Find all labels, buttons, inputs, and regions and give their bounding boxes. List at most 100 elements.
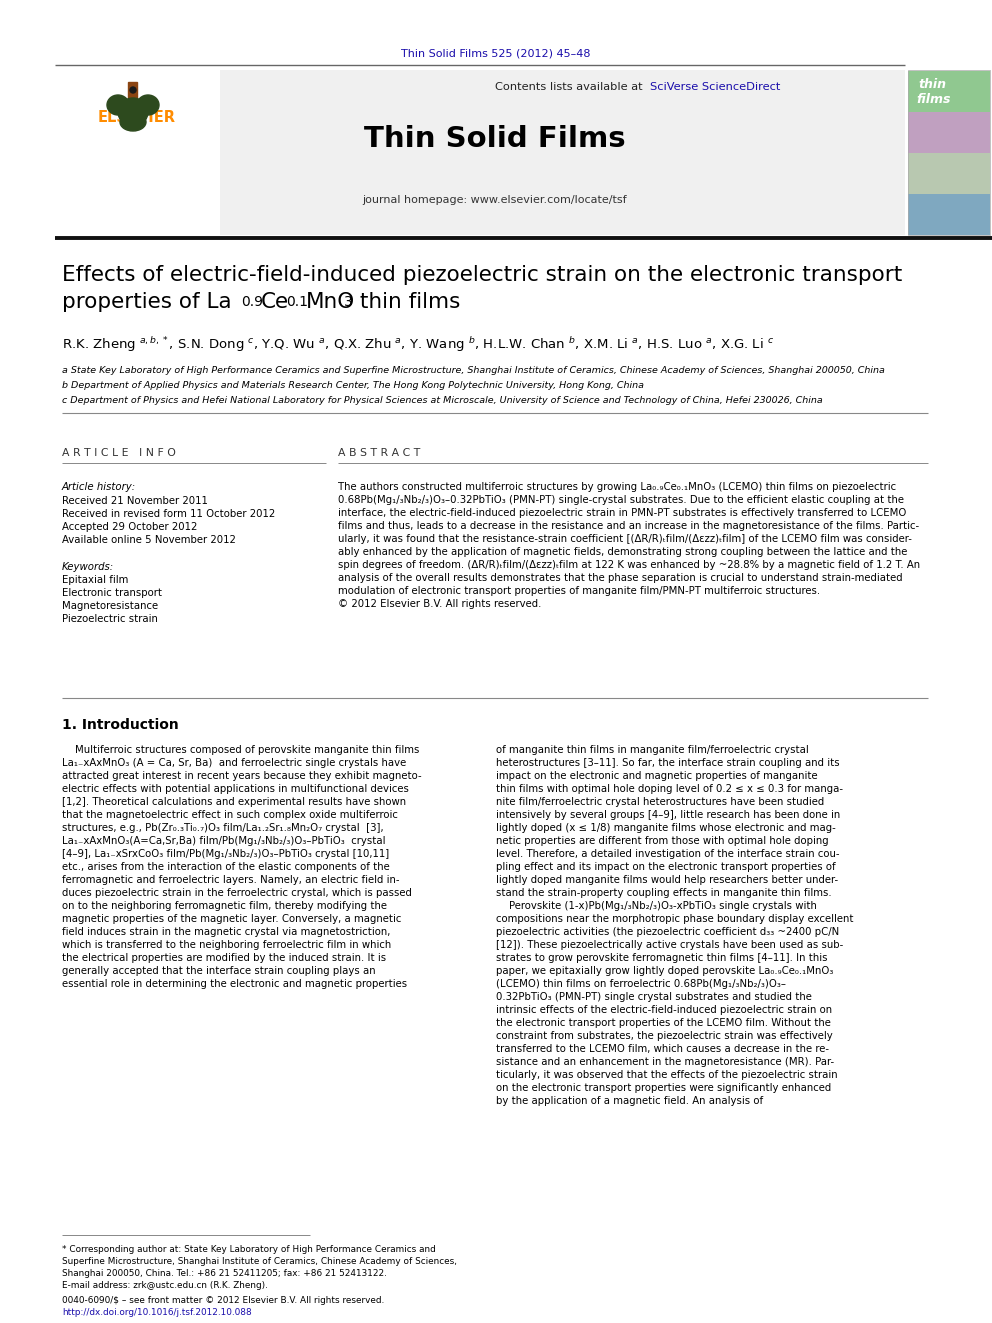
- Text: Thin Solid Films 525 (2012) 45–48: Thin Solid Films 525 (2012) 45–48: [401, 48, 591, 58]
- Text: field induces strain in the magnetic crystal via magnetostriction,: field induces strain in the magnetic cry…: [62, 927, 391, 937]
- Text: Keywords:: Keywords:: [62, 562, 114, 572]
- Text: a State Key Laboratory of High Performance Ceramics and Superfine Microstructure: a State Key Laboratory of High Performan…: [62, 366, 885, 374]
- Text: intensively by several groups [4–9], little research has been done in: intensively by several groups [4–9], lit…: [496, 810, 840, 820]
- Text: [4–9], La₁₋xSrxCoO₃ film/Pb(Mg₁/₃Nb₂/₃)O₃–PbTiO₃ crystal [10,11]: [4–9], La₁₋xSrxCoO₃ film/Pb(Mg₁/₃Nb₂/₃)O…: [62, 849, 389, 859]
- Text: nite film/ferroelectric crystal heterostructures have been studied: nite film/ferroelectric crystal heterost…: [496, 796, 824, 807]
- Text: electric effects with potential applications in multifunctional devices: electric effects with potential applicat…: [62, 785, 409, 794]
- Text: etc., arises from the interaction of the elastic components of the: etc., arises from the interaction of the…: [62, 863, 390, 872]
- Text: A B S T R A C T: A B S T R A C T: [338, 448, 421, 458]
- Text: pling effect and its impact on the electronic transport properties of: pling effect and its impact on the elect…: [496, 863, 835, 872]
- Text: Thin Solid Films: Thin Solid Films: [364, 124, 626, 153]
- Text: properties of La: properties of La: [62, 292, 231, 312]
- Text: 1. Introduction: 1. Introduction: [62, 718, 179, 732]
- FancyBboxPatch shape: [55, 70, 905, 235]
- Ellipse shape: [130, 87, 136, 93]
- Text: the electronic transport properties of the LCEMO film. Without the: the electronic transport properties of t…: [496, 1017, 831, 1028]
- Text: ably enhanced by the application of magnetic fields, demonstrating strong coupli: ably enhanced by the application of magn…: [338, 546, 908, 557]
- Text: 0.32PbTiO₃ (PMN-PT) single crystal substrates and studied the: 0.32PbTiO₃ (PMN-PT) single crystal subst…: [496, 992, 811, 1002]
- Text: MnO: MnO: [306, 292, 355, 312]
- Text: Perovskite (1-x)Pb(Mg₁/₃Nb₂/₃)O₃-xPbTiO₃ single crystals with: Perovskite (1-x)Pb(Mg₁/₃Nb₂/₃)O₃-xPbTiO₃…: [496, 901, 816, 912]
- Text: Effects of electric-field-induced piezoelectric strain on the electronic transpo: Effects of electric-field-induced piezoe…: [62, 265, 903, 284]
- FancyBboxPatch shape: [55, 70, 220, 235]
- Text: thin films: thin films: [353, 292, 460, 312]
- Text: Received 21 November 2011: Received 21 November 2011: [62, 496, 208, 505]
- Text: of manganite thin films in manganite film/ferroelectric crystal: of manganite thin films in manganite fil…: [496, 745, 808, 755]
- Text: essential role in determining the electronic and magnetic properties: essential role in determining the electr…: [62, 979, 407, 990]
- Text: b Department of Applied Physics and Materials Research Center, The Hong Kong Pol: b Department of Applied Physics and Mate…: [62, 381, 644, 390]
- Text: Epitaxial film: Epitaxial film: [62, 576, 128, 585]
- Text: Magnetoresistance: Magnetoresistance: [62, 601, 158, 611]
- FancyBboxPatch shape: [908, 112, 990, 153]
- Ellipse shape: [118, 98, 148, 126]
- FancyBboxPatch shape: [908, 194, 990, 235]
- Text: SciVerse ScienceDirect: SciVerse ScienceDirect: [650, 82, 781, 93]
- Text: heterostructures [3–11]. So far, the interface strain coupling and its: heterostructures [3–11]. So far, the int…: [496, 758, 839, 767]
- Text: magnetic properties of the magnetic layer. Conversely, a magnetic: magnetic properties of the magnetic laye…: [62, 914, 402, 923]
- Ellipse shape: [120, 112, 146, 131]
- Text: sistance and an enhancement in the magnetoresistance (MR). Par-: sistance and an enhancement in the magne…: [496, 1057, 834, 1068]
- Text: A R T I C L E   I N F O: A R T I C L E I N F O: [62, 448, 176, 458]
- Text: impact on the electronic and magnetic properties of manganite: impact on the electronic and magnetic pr…: [496, 771, 817, 781]
- Text: level. Therefore, a detailed investigation of the interface strain cou-: level. Therefore, a detailed investigati…: [496, 849, 839, 859]
- Text: structures, e.g., Pb(Zr₀.₃Ti₀.₇)O₃ film/La₁.₂Sr₁.₈Mn₂O₇ crystal  [3],: structures, e.g., Pb(Zr₀.₃Ti₀.₇)O₃ film/…: [62, 823, 384, 833]
- Text: generally accepted that the interface strain coupling plays an: generally accepted that the interface st…: [62, 966, 376, 976]
- Text: [1,2]. Theoretical calculations and experimental results have shown: [1,2]. Theoretical calculations and expe…: [62, 796, 406, 807]
- Ellipse shape: [107, 95, 129, 115]
- Text: [12]). These piezoelectrically active crystals have been used as sub-: [12]). These piezoelectrically active cr…: [496, 941, 843, 950]
- Text: ferromagnetic and ferroelectric layers. Namely, an electric field in-: ferromagnetic and ferroelectric layers. …: [62, 875, 400, 885]
- Text: La₁₋xAxMnO₃ (A = Ca, Sr, Ba)  and ferroelectric single crystals have: La₁₋xAxMnO₃ (A = Ca, Sr, Ba) and ferroel…: [62, 758, 407, 767]
- Text: ularly, it was found that the resistance-strain coefficient [(ΔR/R)ₜfilm/(Δεzz)ₜ: ularly, it was found that the resistance…: [338, 534, 912, 544]
- Text: stand the strain-property coupling effects in manganite thin films.: stand the strain-property coupling effec…: [496, 888, 831, 898]
- Text: modulation of electronic transport properties of manganite film/PMN-PT multiferr: modulation of electronic transport prope…: [338, 586, 820, 595]
- Text: (LCEMO) thin films on ferroelectric 0.68Pb(Mg₁/₃Nb₂/₃)O₃–: (LCEMO) thin films on ferroelectric 0.68…: [496, 979, 786, 990]
- Text: by the application of a magnetic field. An analysis of: by the application of a magnetic field. …: [496, 1095, 763, 1106]
- Text: Contents lists available at: Contents lists available at: [495, 82, 646, 93]
- Text: constraint from substrates, the piezoelectric strain was effectively: constraint from substrates, the piezoele…: [496, 1031, 832, 1041]
- Text: Piezoelectric strain: Piezoelectric strain: [62, 614, 158, 624]
- Text: 0.68Pb(Mg₁/₃Nb₂/₃)O₃–0.32PbTiO₃ (PMN-PT) single-crystal substrates. Due to the e: 0.68Pb(Mg₁/₃Nb₂/₃)O₃–0.32PbTiO₃ (PMN-PT)…: [338, 495, 904, 505]
- Text: strates to grow perovskite ferromagnetic thin films [4–11]. In this: strates to grow perovskite ferromagnetic…: [496, 953, 827, 963]
- Text: * Corresponding author at: State Key Laboratory of High Performance Ceramics and: * Corresponding author at: State Key Lab…: [62, 1245, 435, 1254]
- Text: thin: thin: [918, 78, 946, 91]
- Text: analysis of the overall results demonstrates that the phase separation is crucia: analysis of the overall results demonstr…: [338, 573, 903, 583]
- Text: duces piezoelectric strain in the ferroelectric crystal, which is passed: duces piezoelectric strain in the ferroe…: [62, 888, 412, 898]
- Text: lightly doped manganite films would help researchers better under-: lightly doped manganite films would help…: [496, 875, 838, 885]
- Text: Multiferroic structures composed of perovskite manganite thin films: Multiferroic structures composed of pero…: [62, 745, 420, 755]
- Text: © 2012 Elsevier B.V. All rights reserved.: © 2012 Elsevier B.V. All rights reserved…: [338, 599, 542, 609]
- Text: 0.1: 0.1: [286, 295, 308, 310]
- Text: attracted great interest in recent years because they exhibit magneto-: attracted great interest in recent years…: [62, 771, 422, 781]
- Text: Article history:: Article history:: [62, 482, 136, 492]
- Text: Ce: Ce: [261, 292, 289, 312]
- Text: http://dx.doi.org/10.1016/j.tsf.2012.10.088: http://dx.doi.org/10.1016/j.tsf.2012.10.…: [62, 1308, 252, 1316]
- Text: compositions near the morphotropic phase boundary display excellent: compositions near the morphotropic phase…: [496, 914, 853, 923]
- Text: on the electronic transport properties were significantly enhanced: on the electronic transport properties w…: [496, 1084, 831, 1093]
- Text: ELSEVIER: ELSEVIER: [98, 110, 176, 124]
- Text: ticularly, it was observed that the effects of the piezoelectric strain: ticularly, it was observed that the effe…: [496, 1070, 837, 1080]
- Text: the electrical properties are modified by the induced strain. It is: the electrical properties are modified b…: [62, 953, 386, 963]
- Bar: [128, 82, 137, 101]
- Text: transferred to the LCEMO film, which causes a decrease in the re-: transferred to the LCEMO film, which cau…: [496, 1044, 829, 1054]
- Text: Shanghai 200050, China. Tel.: +86 21 52411205; fax: +86 21 52413122.: Shanghai 200050, China. Tel.: +86 21 524…: [62, 1269, 387, 1278]
- Text: 3: 3: [344, 295, 353, 310]
- Text: films: films: [916, 93, 950, 106]
- Text: 0040-6090/$ – see front matter © 2012 Elsevier B.V. All rights reserved.: 0040-6090/$ – see front matter © 2012 El…: [62, 1297, 384, 1304]
- Text: which is transferred to the neighboring ferroelectric film in which: which is transferred to the neighboring …: [62, 941, 391, 950]
- Text: La₁₋xAxMnO₃(A=Ca,Sr,Ba) film/Pb(Mg₁/₃Nb₂/₃)O₃–PbTiO₃  crystal: La₁₋xAxMnO₃(A=Ca,Sr,Ba) film/Pb(Mg₁/₃Nb₂…: [62, 836, 386, 845]
- Text: lightly doped (x ≤ 1/8) manganite films whose electronic and mag-: lightly doped (x ≤ 1/8) manganite films …: [496, 823, 835, 833]
- FancyBboxPatch shape: [908, 71, 990, 112]
- Ellipse shape: [137, 95, 159, 115]
- Text: journal homepage: www.elsevier.com/locate/tsf: journal homepage: www.elsevier.com/locat…: [363, 194, 627, 205]
- Text: that the magnetoelectric effect in such complex oxide multiferroic: that the magnetoelectric effect in such …: [62, 810, 398, 820]
- Text: 0.9: 0.9: [241, 295, 263, 310]
- Text: Available online 5 November 2012: Available online 5 November 2012: [62, 534, 236, 545]
- Text: interface, the electric-field-induced piezoelectric strain in PMN-PT substrates : interface, the electric-field-induced pi…: [338, 508, 907, 519]
- FancyBboxPatch shape: [908, 153, 990, 194]
- Text: paper, we epitaxially grow lightly doped perovskite La₀.₉Ce₀.₁MnO₃: paper, we epitaxially grow lightly doped…: [496, 966, 833, 976]
- Text: R.K. Zheng $^{a,b,*}$, S.N. Dong $^{c}$, Y.Q. Wu $^{a}$, Q.X. Zhu $^{a}$, Y. Wan: R.K. Zheng $^{a,b,*}$, S.N. Dong $^{c}$,…: [62, 335, 775, 353]
- Text: Superfine Microstructure, Shanghai Institute of Ceramics, Chinese Academy of Sci: Superfine Microstructure, Shanghai Insti…: [62, 1257, 457, 1266]
- Text: Received in revised form 11 October 2012: Received in revised form 11 October 2012: [62, 509, 275, 519]
- Text: films and thus, leads to a decrease in the resistance and an increase in the mag: films and thus, leads to a decrease in t…: [338, 521, 920, 531]
- Text: netic properties are different from those with optimal hole doping: netic properties are different from thos…: [496, 836, 828, 845]
- Text: Accepted 29 October 2012: Accepted 29 October 2012: [62, 523, 197, 532]
- Text: thin films with optimal hole doping level of 0.2 ≤ x ≤ 0.3 for manga-: thin films with optimal hole doping leve…: [496, 785, 843, 794]
